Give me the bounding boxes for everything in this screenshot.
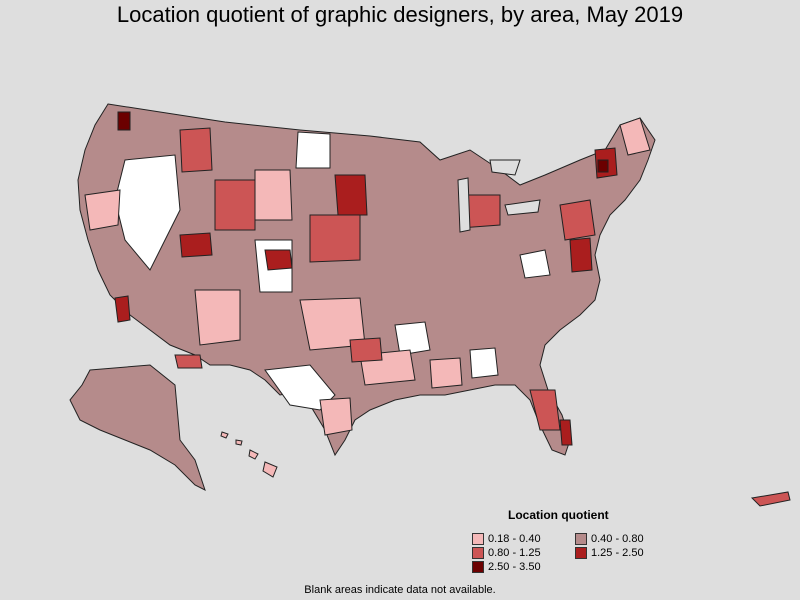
great-lakes (457, 159, 541, 233)
alaska-region (69, 364, 206, 491)
legend-label: 0.40 - 0.80 (591, 533, 644, 545)
legend-item-3: 1.25 - 2.50 (575, 546, 644, 560)
legend-swatch (472, 533, 484, 545)
footnote: Blank areas indicate data not available. (304, 584, 496, 596)
legend-label: 0.18 - 0.40 (488, 533, 541, 545)
hawaii-region (220, 431, 278, 478)
legend-label: 2.50 - 3.50 (488, 561, 541, 573)
lq-0.18-0.40-areas (84, 117, 651, 436)
legend-swatch (575, 533, 587, 545)
lq-2.50-3.50-areas (117, 111, 609, 173)
legend-title: Location quotient (508, 508, 609, 522)
legend-label: 1.25 - 2.50 (591, 547, 644, 559)
puerto-rico-region (750, 491, 791, 507)
map-title: Location quotient of graphic designers, … (116, 2, 684, 27)
legend-swatch (472, 547, 484, 559)
legend-item-1: 0.40 - 0.80 (575, 532, 644, 546)
legend-swatch (472, 561, 484, 573)
blank-areas (114, 131, 551, 411)
lq-0.80-1.25-areas (174, 127, 596, 431)
legend-label: 0.80 - 1.25 (488, 547, 541, 559)
legend-item-2: 0.80 - 1.25 (472, 546, 541, 560)
legend-swatch (575, 547, 587, 559)
legend-item-0: 0.18 - 0.40 (472, 532, 541, 546)
legend-item-4: 2.50 - 3.50 (472, 560, 541, 574)
